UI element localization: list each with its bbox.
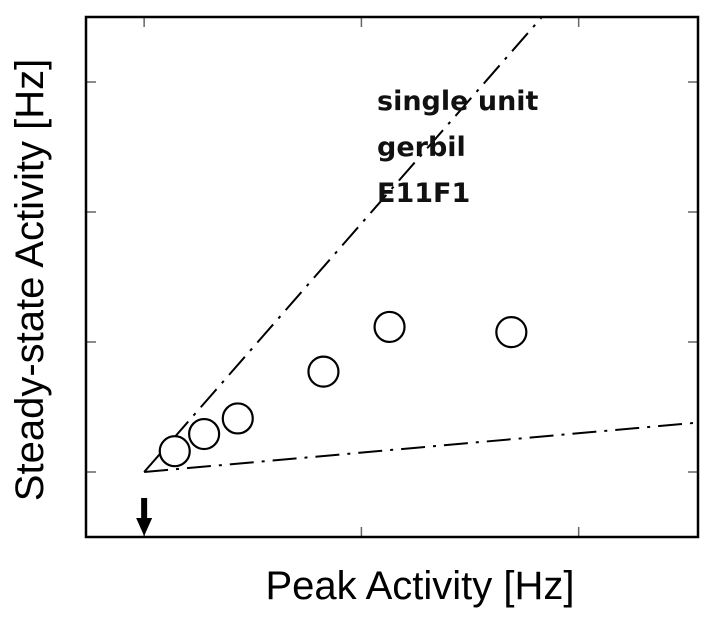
annotation-line-2: gerbil <box>377 132 466 163</box>
data-point-5 <box>495 316 528 349</box>
data-point-1 <box>188 417 221 451</box>
data-points <box>158 310 528 468</box>
x-axis-title: Peak Activity [Hz] <box>266 564 575 608</box>
reference-lines <box>143 16 699 473</box>
reference-line-upper-bound <box>143 16 543 473</box>
axis-ticks <box>86 17 698 537</box>
annotation-line-3: E11F1 <box>377 178 470 209</box>
y-axis-title: Steady-state Activity [Hz] <box>8 59 52 501</box>
data-point-3 <box>307 355 340 388</box>
data-point-0 <box>158 435 191 468</box>
data-point-4 <box>373 310 406 344</box>
data-point-2 <box>221 402 254 435</box>
annotation-line-1: single unit <box>377 86 539 117</box>
reference-line-lower-bound <box>144 421 699 473</box>
plot-frame <box>84 15 700 539</box>
down-arrow-icon <box>136 498 153 536</box>
